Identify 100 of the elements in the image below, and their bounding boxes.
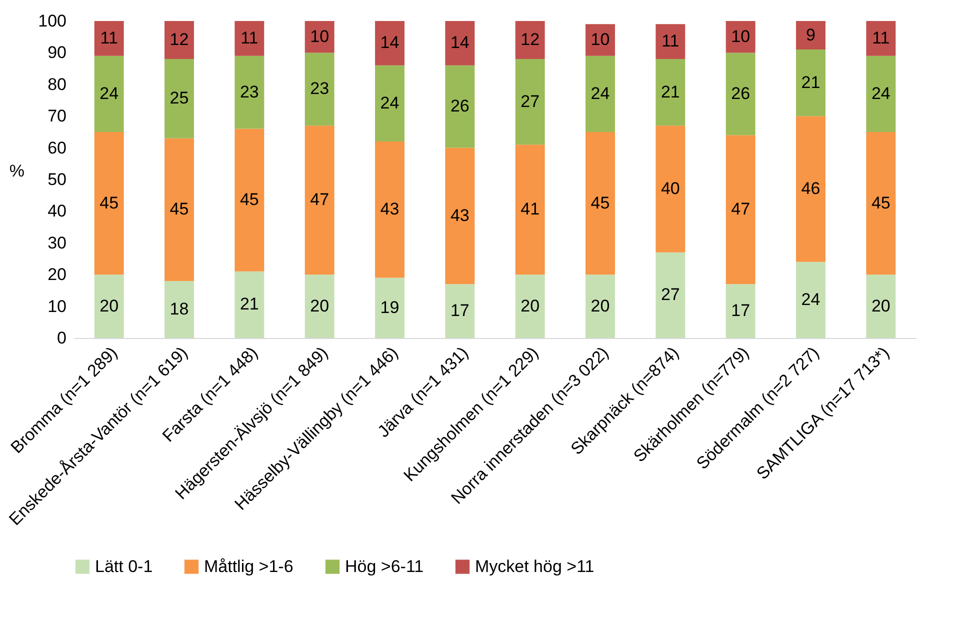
data-label: 40	[660, 179, 680, 198]
bar	[234, 56, 264, 129]
bar	[94, 21, 124, 56]
data-label: 24	[380, 93, 400, 112]
data-label: 26	[450, 96, 470, 116]
data-label: 17	[731, 301, 750, 320]
y-tick-label: 20	[48, 265, 66, 284]
bar	[164, 59, 194, 138]
data-label: 45	[590, 193, 610, 212]
data-label: 23	[310, 79, 330, 98]
y-tick-label: 60	[48, 138, 66, 158]
data-label: 43	[450, 206, 470, 225]
data-label: 11	[240, 28, 258, 48]
legend-label: Hög >6-11	[345, 556, 424, 576]
data-label: 20	[590, 296, 610, 316]
data-label: 14	[450, 33, 470, 52]
y-tick-label: 40	[48, 202, 66, 221]
bar	[656, 59, 686, 126]
data-label: 20	[520, 296, 540, 316]
data-label: 10	[731, 26, 750, 46]
bar	[515, 144, 545, 275]
data-label: 24	[590, 84, 610, 103]
data-label: 19	[380, 298, 400, 317]
bar	[586, 274, 615, 338]
data-label: 21	[801, 72, 820, 92]
data-label: 10	[310, 26, 330, 46]
bar	[304, 126, 334, 275]
bar	[164, 21, 194, 60]
bar	[726, 135, 756, 284]
data-label: 20	[871, 296, 890, 316]
data-label: 24	[100, 84, 119, 103]
y-tick-label: 10	[48, 296, 66, 316]
data-label: 47	[731, 200, 750, 219]
data-label: 24	[801, 290, 820, 309]
bar	[586, 24, 615, 56]
bar	[796, 21, 826, 50]
data-label: 18	[170, 299, 189, 318]
bar	[375, 141, 404, 278]
y-tick-label: 0	[57, 328, 66, 348]
bar	[375, 65, 404, 142]
bar	[515, 59, 545, 145]
bar	[94, 56, 124, 132]
data-label: 17	[450, 301, 470, 320]
bar	[726, 284, 756, 338]
y-tick-label: 80	[48, 74, 66, 94]
bar	[515, 274, 545, 338]
bar	[515, 21, 545, 60]
data-label: 20	[310, 296, 330, 316]
data-label: 25	[170, 88, 189, 108]
bar	[726, 52, 756, 136]
data-label: 11	[872, 28, 890, 48]
bar	[656, 24, 686, 60]
bar	[586, 56, 615, 132]
bar	[866, 132, 896, 275]
bar	[445, 148, 475, 284]
bar	[866, 21, 896, 56]
bar	[164, 280, 194, 338]
bar	[234, 21, 264, 56]
data-label: 27	[520, 92, 540, 111]
data-label: 11	[662, 32, 680, 51]
bar	[796, 116, 826, 262]
data-label: 14	[380, 33, 400, 52]
data-label: 12	[170, 30, 189, 50]
data-label: 24	[871, 84, 890, 103]
bar	[375, 278, 404, 338]
data-label: 26	[731, 84, 750, 103]
y-tick-label: 90	[48, 43, 66, 62]
bar	[94, 274, 124, 338]
bar	[304, 274, 334, 338]
data-label: 45	[871, 193, 890, 212]
data-label: 45	[100, 193, 119, 212]
data-label: 9	[806, 25, 816, 44]
data-label: 20	[100, 296, 119, 316]
bar	[656, 252, 686, 338]
y-tick-label: 100	[38, 12, 66, 30]
bar	[445, 284, 475, 338]
y-axis-title: %	[9, 162, 24, 180]
data-label: 10	[590, 30, 610, 50]
y-tick-label: 30	[48, 233, 66, 252]
legend-label: Mycket hög >11	[475, 556, 594, 576]
bar	[796, 50, 826, 116]
bar	[164, 138, 194, 281]
data-label: 41	[520, 200, 540, 219]
bar	[375, 21, 404, 66]
bar	[234, 271, 264, 338]
data-label: 21	[660, 82, 680, 102]
data-label: 46	[801, 179, 820, 198]
legend-label: Lätt 0-1	[95, 556, 153, 576]
bar	[445, 65, 475, 148]
data-label: 21	[240, 294, 259, 314]
data-label: 11	[100, 28, 118, 48]
bar	[866, 56, 896, 132]
bar	[304, 52, 334, 126]
bar	[234, 128, 264, 272]
data-label: 27	[660, 285, 680, 304]
data-label: 45	[240, 190, 259, 210]
bar	[866, 274, 896, 338]
data-label: 12	[520, 30, 540, 50]
data-label: 43	[380, 200, 400, 219]
y-tick-label: 70	[48, 106, 66, 126]
